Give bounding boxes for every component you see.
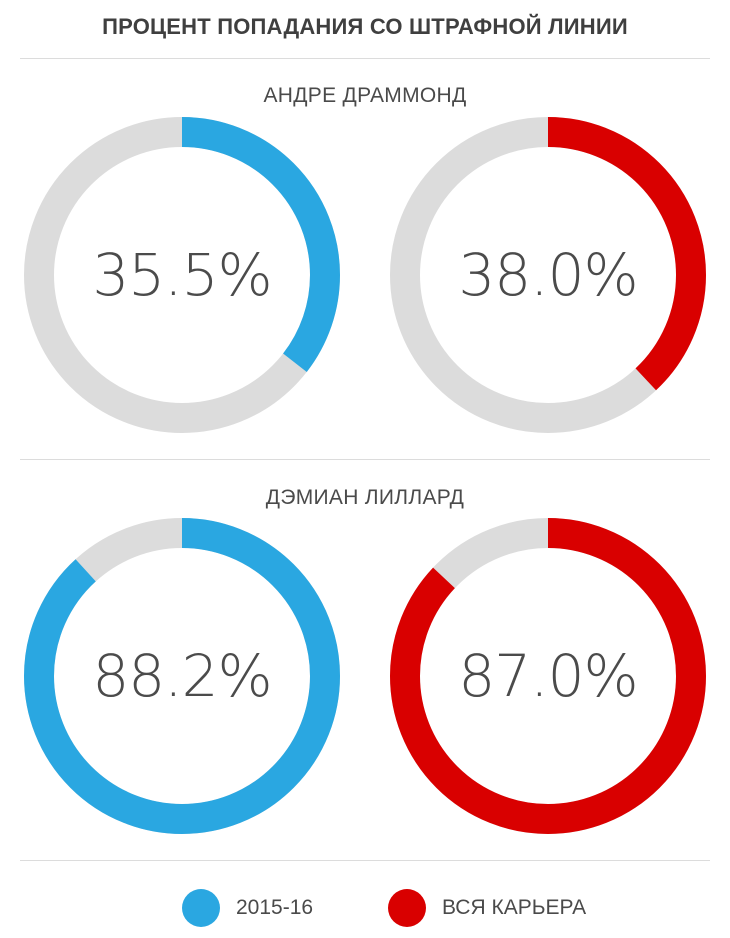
donut-drummond-career: 38.0%: [388, 115, 708, 435]
donut-lillard-season-svg: [24, 518, 340, 834]
donut-arc: [24, 518, 340, 834]
donut-lillard-career-svg: [390, 518, 706, 834]
player-name-drummond: АНДРЕ ДРАММОНД: [263, 84, 467, 107]
value-label: 87.0%: [458, 642, 638, 710]
donut-drummond-season-svg: [24, 117, 340, 433]
divider-top: [20, 58, 710, 59]
legend-swatch: [388, 889, 426, 927]
chart-title: ПРОЦЕНТ ПОПАДАНИЯ СО ШТРАФНОЙ ЛИНИИ: [102, 14, 628, 39]
value-label: 38.0%: [458, 241, 638, 309]
value-label: 35.5%: [92, 241, 272, 309]
value-label: 88.2%: [92, 642, 272, 710]
donut-arc: [390, 518, 706, 834]
legend-item-career: ВСЯ КАРЬЕРА: [388, 886, 586, 930]
donut-drummond-career-svg: [390, 117, 706, 433]
donut-arc: [390, 117, 706, 433]
donut-lillard-season: 88.2%: [22, 516, 342, 836]
divider-middle: [20, 459, 710, 460]
legend-swatch: [182, 889, 220, 927]
donut-arc: [24, 117, 340, 433]
legend: 2015-16 ВСЯ КАРЬЕРА: [0, 886, 730, 930]
player-name-lillard: ДЭМИАН ЛИЛЛАРД: [265, 486, 465, 509]
legend-item-season: 2015-16: [182, 886, 313, 930]
legend-label: ВСЯ КАРЬЕРА: [442, 896, 587, 919]
donut-drummond-season: 35.5%: [22, 115, 342, 435]
legend-label: 2015-16: [236, 896, 314, 919]
divider-bottom: [20, 860, 710, 861]
donut-lillard-career: 87.0%: [388, 516, 708, 836]
